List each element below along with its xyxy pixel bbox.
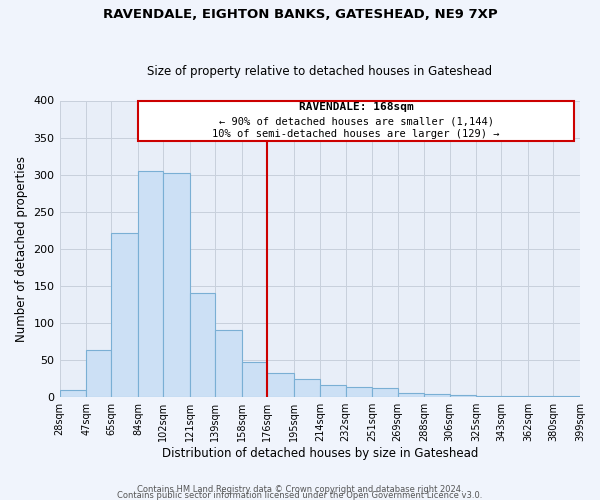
- Bar: [138, 100, 574, 141]
- Bar: [294, 380, 320, 397]
- Text: RAVENDALE: 168sqm: RAVENDALE: 168sqm: [299, 102, 413, 113]
- Bar: [320, 384, 346, 397]
- Text: 10% of semi-detached houses are larger (129) →: 10% of semi-detached houses are larger (…: [212, 130, 500, 140]
- Bar: [112, 232, 138, 397]
- Bar: [138, 171, 163, 397]
- Bar: [424, 394, 449, 397]
- Text: ← 90% of detached houses are smaller (1,144): ← 90% of detached houses are smaller (1,…: [219, 116, 494, 126]
- Bar: [346, 387, 373, 397]
- Bar: [476, 396, 502, 397]
- Bar: [398, 394, 424, 397]
- Bar: [86, 350, 112, 397]
- Text: Contains public sector information licensed under the Open Government Licence v3: Contains public sector information licen…: [118, 490, 482, 500]
- Y-axis label: Number of detached properties: Number of detached properties: [15, 156, 28, 342]
- Bar: [373, 388, 398, 397]
- Bar: [449, 395, 476, 397]
- Title: Size of property relative to detached houses in Gateshead: Size of property relative to detached ho…: [147, 66, 493, 78]
- Bar: [59, 390, 86, 397]
- Bar: [215, 330, 242, 397]
- Bar: [502, 396, 528, 397]
- Bar: [528, 396, 553, 397]
- Text: RAVENDALE, EIGHTON BANKS, GATESHEAD, NE9 7XP: RAVENDALE, EIGHTON BANKS, GATESHEAD, NE9…: [103, 8, 497, 20]
- Bar: [553, 396, 580, 397]
- Bar: [190, 294, 215, 397]
- Bar: [267, 374, 294, 397]
- X-axis label: Distribution of detached houses by size in Gateshead: Distribution of detached houses by size …: [161, 447, 478, 460]
- Text: Contains HM Land Registry data © Crown copyright and database right 2024.: Contains HM Land Registry data © Crown c…: [137, 484, 463, 494]
- Bar: [163, 173, 190, 397]
- Bar: [242, 362, 267, 397]
